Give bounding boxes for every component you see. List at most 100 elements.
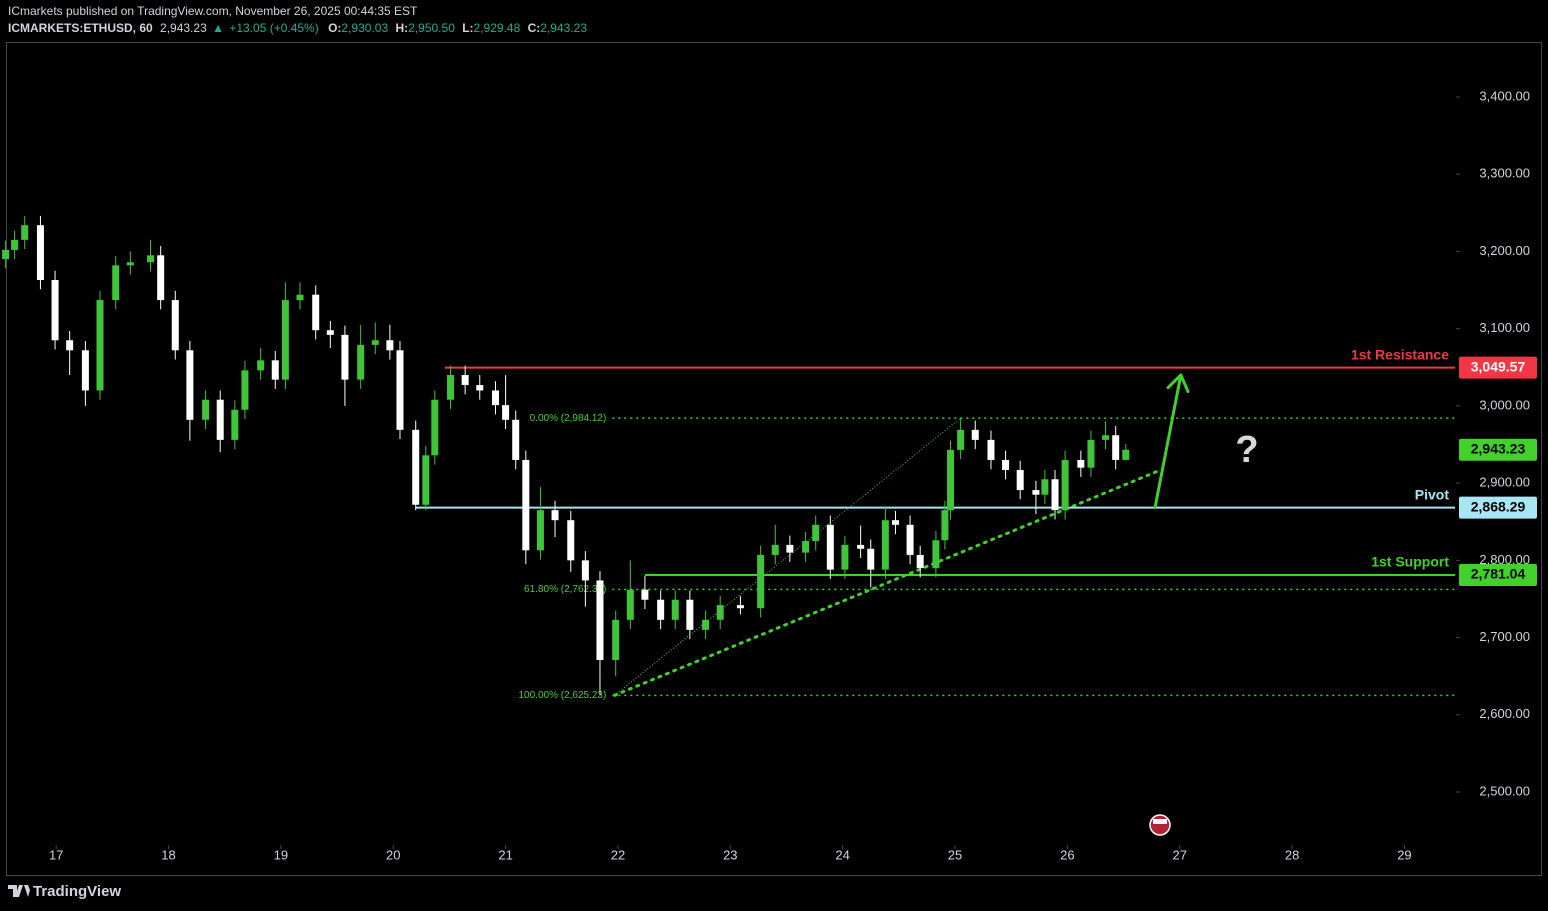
fib-label: 0.00% (2,984.12) [530, 413, 607, 424]
fib-diagonal [614, 417, 961, 696]
candle-body [1016, 469, 1024, 491]
candle-body [906, 524, 914, 555]
event-flag[interactable] [1149, 814, 1171, 836]
y-tick-label: 2,800.00 [1479, 552, 1530, 567]
candle-body [1002, 459, 1010, 470]
x-tick-label: 20 [386, 847, 400, 862]
level-price-label: 3,049.57 [1471, 358, 1526, 374]
candle-body [857, 544, 865, 549]
y-tick-label: 3,200.00 [1479, 243, 1530, 258]
brand-name: TradingView [33, 883, 121, 900]
candle-body [502, 405, 510, 420]
candle-body [812, 524, 820, 542]
y-tick-label: 2,500.00 [1479, 783, 1530, 798]
level-price-label: 2,781.04 [1471, 566, 1526, 582]
ohlc-value: 2,930.03 [341, 21, 388, 35]
candle-body [941, 510, 949, 541]
level-name: Pivot [1415, 486, 1450, 502]
publisher-line: ICmarkets published on TradingView.com, … [8, 4, 418, 18]
ohlc-value: 2,950.50 [408, 21, 455, 35]
y-tick-label: 2,600.00 [1479, 706, 1530, 721]
candle-body [431, 399, 439, 456]
candle-body [971, 429, 979, 440]
candle-body [1087, 439, 1095, 468]
candle-body [202, 399, 210, 420]
candle-body [357, 344, 365, 380]
candle-body [371, 340, 379, 345]
x-tick-label: 25 [948, 847, 962, 862]
candle-body [422, 455, 430, 505]
candle-body [36, 225, 44, 281]
candle-body [826, 524, 834, 570]
candle-body [567, 520, 575, 561]
x-tick-label: 28 [1285, 847, 1299, 862]
y-tick-label: 3,100.00 [1479, 320, 1530, 335]
candle-body [126, 262, 134, 266]
candle-body [671, 599, 679, 620]
y-tick-label: 2,900.00 [1479, 475, 1530, 490]
candle-body [326, 330, 334, 335]
candle-body [281, 300, 289, 380]
candle-body [81, 350, 89, 391]
candle-body [296, 294, 304, 301]
candle-body [947, 449, 955, 511]
candle-body [312, 294, 320, 331]
candle-body [867, 548, 875, 570]
candle-body [657, 599, 665, 620]
ohlc-label: H: [395, 21, 408, 35]
current-price-label: 2,943.23 [1471, 440, 1526, 456]
candle-body [476, 385, 484, 391]
candle-body [241, 370, 249, 410]
brand: TradingView [8, 883, 121, 900]
y-tick-label: 3,300.00 [1479, 166, 1530, 181]
x-tick-label: 19 [274, 847, 288, 862]
question-mark: ? [1235, 429, 1258, 471]
candle-body [736, 605, 744, 609]
level-name: 1st Resistance [1351, 346, 1449, 362]
candle-body [612, 619, 620, 660]
candle-body [147, 255, 155, 263]
candle-body [157, 255, 165, 301]
candle-body [957, 429, 965, 450]
candle-body [1061, 459, 1069, 511]
candle-body [21, 225, 29, 240]
ohlc-value: 2,943.23 [540, 21, 587, 35]
symbol-line: ICMARKETS:ETHUSD, 60 2,943.23 ▲ +13.05 (… [8, 21, 587, 35]
candle-body [11, 239, 19, 250]
flag-icon[interactable] [1149, 814, 1171, 836]
x-tick-label: 27 [1172, 847, 1186, 862]
candle-body [512, 419, 520, 460]
candle-body [626, 589, 634, 620]
ohlc-label: L: [462, 21, 473, 35]
candle-body [1077, 459, 1085, 468]
trendline [613, 468, 1163, 697]
y-tick-label: 3,400.00 [1479, 88, 1530, 103]
x-tick-label: 17 [49, 847, 63, 862]
last-price: 2,943.23 [160, 21, 207, 35]
candle-body [386, 340, 394, 351]
candle-body [461, 375, 469, 386]
candle-body [802, 541, 810, 553]
candle-body [412, 429, 420, 505]
fib-label: 100.00% (2,625.23) [518, 690, 606, 701]
candle-body [716, 605, 724, 620]
candle-body [491, 390, 499, 406]
candle-body [1102, 435, 1110, 440]
candle-body [1122, 449, 1130, 460]
candle-body [596, 580, 604, 660]
symbol: ICMARKETS:ETHUSD, 60 [8, 21, 153, 35]
candle-body [641, 589, 649, 600]
level-price-box [1459, 563, 1537, 586]
candle-body [786, 544, 794, 553]
up-icon: ▲ [212, 21, 224, 35]
candle-body [2, 249, 10, 260]
candle-body [216, 399, 224, 440]
level-price-box [1459, 496, 1537, 519]
x-tick-label: 18 [161, 847, 175, 862]
candle-body [522, 459, 530, 551]
candle-body [231, 409, 239, 440]
x-tick-label: 26 [1060, 847, 1074, 862]
arrow [1153, 373, 1183, 510]
